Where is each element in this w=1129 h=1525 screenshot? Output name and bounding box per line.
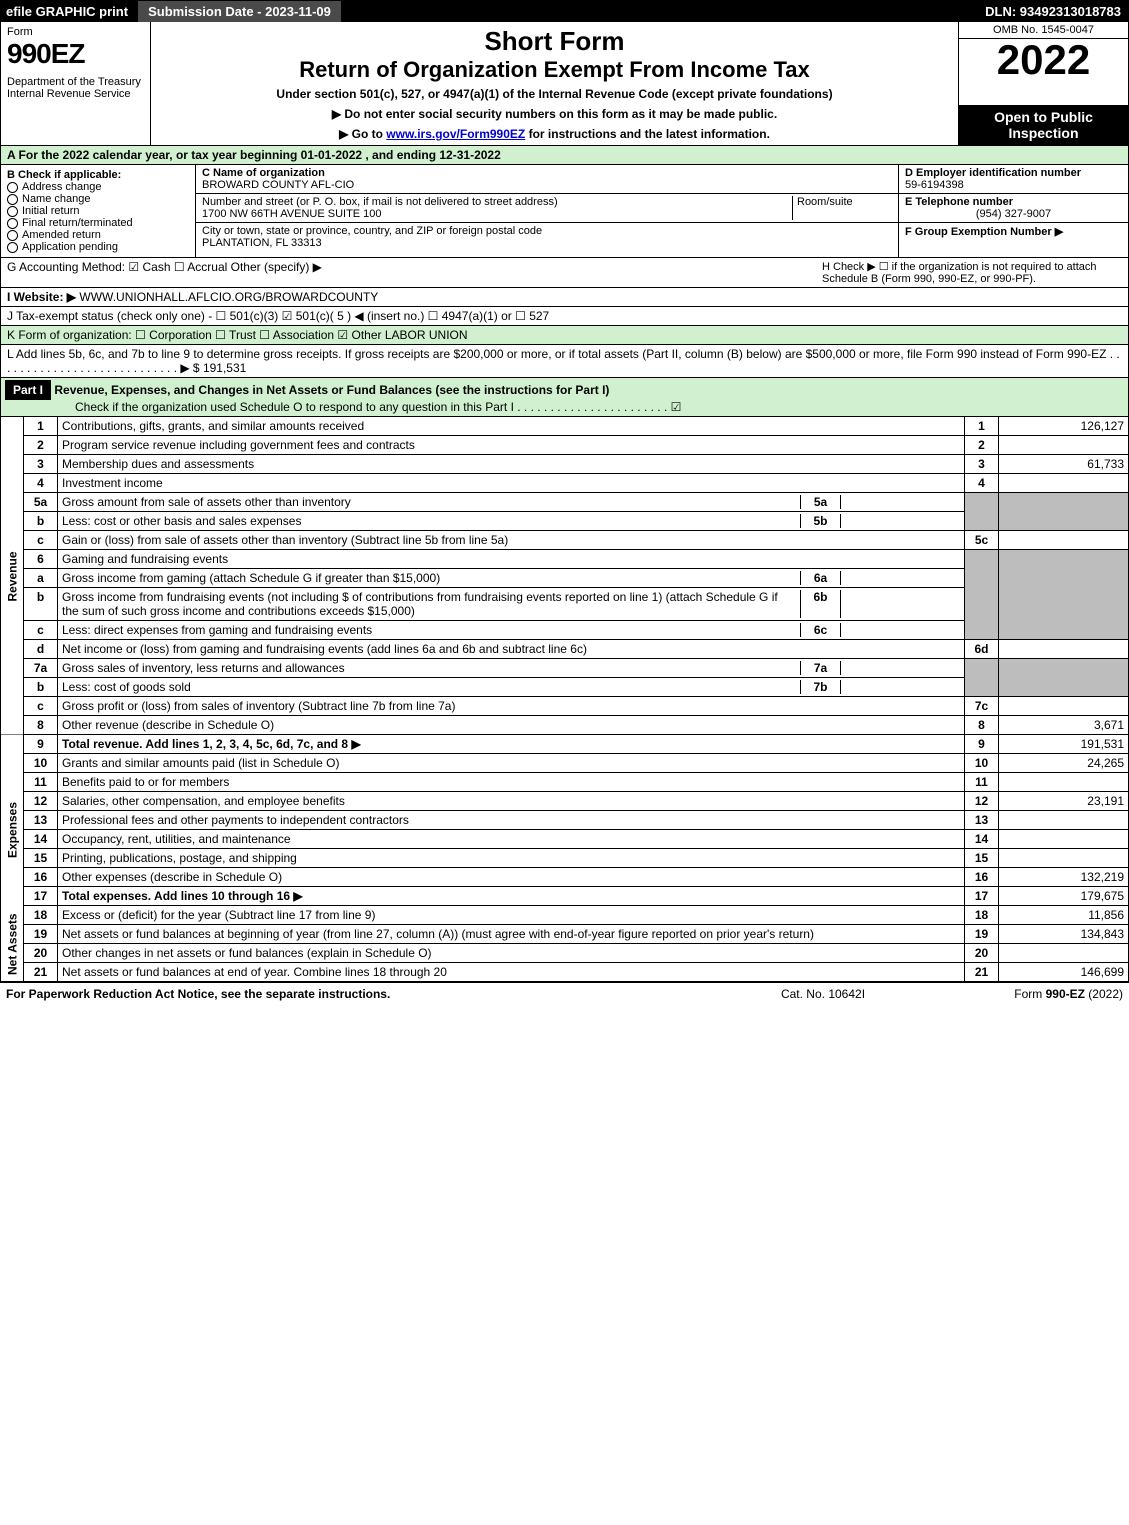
d11: Benefits paid to or for members <box>58 773 965 792</box>
room-suite-lbl: Room/suite <box>792 196 892 220</box>
d10: Grants and similar amounts paid (list in… <box>58 754 965 773</box>
part1-title: Revenue, Expenses, and Changes in Net As… <box>54 383 609 397</box>
d1: Contributions, gifts, grants, and simila… <box>58 417 965 436</box>
d16: Other expenses (describe in Schedule O) <box>58 868 965 887</box>
short-form: Short Form <box>157 26 952 57</box>
d6d: Net income or (loss) from gaming and fun… <box>58 640 965 659</box>
inspection-badge: Open to Public Inspection <box>959 105 1128 145</box>
ein: 59-6194398 <box>905 179 1122 191</box>
line-l: L Add lines 5b, 6c, and 7b to line 9 to … <box>0 345 1129 378</box>
section-b: B Check if applicable: Address change Na… <box>1 165 196 257</box>
b-opt-3[interactable]: Final return/terminated <box>22 217 133 229</box>
org-city: PLANTATION, FL 33313 <box>202 237 892 249</box>
d19: Net assets or fund balances at beginning… <box>58 925 965 944</box>
form-header: Form 990EZ Department of the Treasury In… <box>0 22 1129 146</box>
d9: Total revenue. Add lines 1, 2, 3, 4, 5c,… <box>58 735 965 754</box>
footer-right: Form 990-EZ (2022) <box>923 987 1123 1001</box>
d14: Occupancy, rent, utilities, and maintena… <box>58 830 965 849</box>
section-def: D Employer identification number 59-6194… <box>898 165 1128 257</box>
line-a: A For the 2022 calendar year, or tax yea… <box>0 146 1129 165</box>
d21: Net assets or fund balances at end of ye… <box>58 963 965 982</box>
main-title: Return of Organization Exempt From Incom… <box>157 57 952 83</box>
form-number: 990EZ <box>7 38 144 70</box>
b-label: B Check if applicable: <box>7 169 189 181</box>
d15: Printing, publications, postage, and shi… <box>58 849 965 868</box>
line-g: G Accounting Method: ☑ Cash ☐ Accrual Ot… <box>7 260 822 285</box>
d7c: Gross profit or (loss) from sales of inv… <box>58 697 965 716</box>
d8: Other revenue (describe in Schedule O) <box>58 716 965 735</box>
warn2: ▶ Go to www.irs.gov/Form990EZ for instru… <box>157 127 952 141</box>
d20: Other changes in net assets or fund bala… <box>58 944 965 963</box>
ln1: 1 <box>965 417 999 436</box>
section-c: C Name of organization BROWARD COUNTY AF… <box>196 165 898 257</box>
footer: For Paperwork Reduction Act Notice, see … <box>0 982 1129 1005</box>
efile-label: efile GRAPHIC print <box>0 2 134 21</box>
d17: Total expenses. Add lines 10 through 16 … <box>58 887 965 906</box>
e-lbl: E Telephone number <box>905 196 1122 208</box>
d3: Membership dues and assessments <box>58 455 965 474</box>
d6c: Less: direct expenses from gaming and fu… <box>62 623 800 637</box>
part1-check: Check if the organization used Schedule … <box>5 400 681 414</box>
side-expenses: Expenses <box>1 754 24 906</box>
d12: Salaries, other compensation, and employ… <box>58 792 965 811</box>
org-name: BROWARD COUNTY AFL-CIO <box>202 179 892 191</box>
b-opt-4[interactable]: Amended return <box>22 229 101 241</box>
d5a: Gross amount from sale of assets other t… <box>62 495 800 509</box>
f-lbl: F Group Exemption Number ▶ <box>905 225 1122 238</box>
side-netassets: Net Assets <box>1 906 24 982</box>
d18: Excess or (deficit) for the year (Subtra… <box>58 906 965 925</box>
d4: Investment income <box>58 474 965 493</box>
line-j: J Tax-exempt status (check only one) - ☐… <box>0 307 1129 326</box>
c-city-lbl: City or town, state or province, country… <box>202 225 892 237</box>
d5b: Less: cost or other basis and sales expe… <box>62 514 800 528</box>
amt1: 126,127 <box>999 417 1129 436</box>
line-i: I Website: ▶ I Website: ▶ WWW.UNIONHALL.… <box>0 288 1129 307</box>
warn1: ▶ Do not enter social security numbers o… <box>157 107 952 121</box>
subtitle: Under section 501(c), 527, or 4947(a)(1)… <box>157 87 952 101</box>
dln: DLN: 93492313018783 <box>985 4 1129 19</box>
side-revenue: Revenue <box>1 417 24 735</box>
line-k: K Form of organization: ☐ Corporation ☐ … <box>0 326 1129 345</box>
c-name-lbl: C Name of organization <box>202 167 892 179</box>
form-word: Form <box>7 26 144 38</box>
d6a: Gross income from gaming (attach Schedul… <box>62 571 800 585</box>
d2: Program service revenue including govern… <box>58 436 965 455</box>
c-street-lbl: Number and street (or P. O. box, if mail… <box>202 196 792 208</box>
d-lbl: D Employer identification number <box>905 167 1122 179</box>
d7a: Gross sales of inventory, less returns a… <box>62 661 800 675</box>
part1-badge: Part I <box>5 380 51 400</box>
d6b: Gross income from fundraising events (no… <box>62 590 800 618</box>
submission-date: Submission Date - 2023-11-09 <box>138 1 341 22</box>
d5c: Gain or (loss) from sale of assets other… <box>58 531 965 550</box>
footer-mid: Cat. No. 10642I <box>723 987 923 1001</box>
tax-year: 2022 <box>959 39 1128 105</box>
b-opt-1[interactable]: Name change <box>22 193 91 205</box>
org-street: 1700 NW 66TH AVENUE SUITE 100 <box>202 208 792 220</box>
dept-label: Department of the Treasury Internal Reve… <box>7 76 144 100</box>
part1-header: Part I Revenue, Expenses, and Changes in… <box>0 378 1129 417</box>
d13: Professional fees and other payments to … <box>58 811 965 830</box>
top-bar: efile GRAPHIC print Submission Date - 20… <box>0 0 1129 22</box>
id-block: B Check if applicable: Address change Na… <box>0 165 1129 258</box>
irs-link[interactable]: www.irs.gov/Form990EZ <box>386 127 525 141</box>
b-opt-2[interactable]: Initial return <box>22 205 79 217</box>
phone: (954) 327-9007 <box>905 208 1122 220</box>
b-opt-5[interactable]: Application pending <box>22 241 118 253</box>
line-h: H Check ▶ ☐ if the organization is not r… <box>822 260 1122 285</box>
footer-left: For Paperwork Reduction Act Notice, see … <box>6 987 723 1001</box>
d6: Gaming and fundraising events <box>58 550 965 569</box>
d7b: Less: cost of goods sold <box>62 680 800 694</box>
b-opt-0[interactable]: Address change <box>22 181 102 193</box>
n1: 1 <box>24 417 58 436</box>
lines-table: Revenue 1 Contributions, gifts, grants, … <box>0 417 1129 982</box>
